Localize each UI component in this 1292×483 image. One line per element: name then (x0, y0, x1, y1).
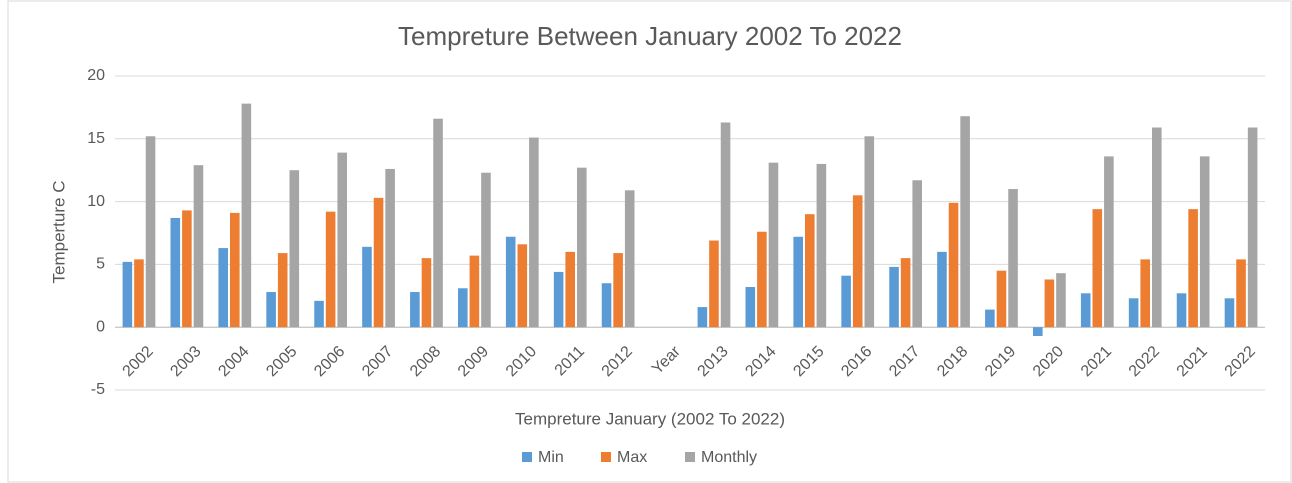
bar (1236, 259, 1246, 328)
bar (624, 190, 635, 328)
legend-swatch (601, 452, 611, 462)
bar (912, 180, 922, 328)
bar (793, 236, 803, 328)
bar (757, 231, 767, 328)
bar (1104, 156, 1114, 328)
bar (816, 163, 827, 328)
bar (1152, 127, 1162, 328)
bar (948, 202, 959, 328)
bar (553, 271, 564, 328)
bar (577, 167, 587, 328)
bar (1008, 189, 1018, 328)
bar (421, 258, 432, 328)
bar (170, 217, 181, 328)
bar (709, 240, 719, 328)
y-tick-label: 15 (87, 130, 105, 147)
x-axis-title: Tempreture January (2002 To 2022) (515, 409, 785, 428)
y-axis-title: Temperture C (49, 181, 68, 284)
bar (889, 266, 899, 328)
bar (996, 270, 1007, 328)
bar (805, 214, 815, 328)
bar (218, 248, 228, 328)
bar (1140, 259, 1150, 328)
legend-swatch (522, 452, 532, 462)
bar (337, 152, 347, 328)
bar (433, 118, 443, 328)
bar (122, 261, 133, 328)
bar (601, 283, 612, 328)
bar (1128, 298, 1139, 328)
bar (1188, 209, 1198, 328)
bar (373, 197, 384, 328)
bar (1199, 156, 1210, 328)
bar (841, 275, 851, 328)
bar (1056, 273, 1066, 328)
bar (1092, 209, 1103, 328)
bar (277, 253, 288, 328)
bar (182, 210, 192, 328)
bar (1044, 279, 1055, 328)
bar (900, 258, 911, 328)
bar (266, 292, 276, 328)
bar (385, 168, 395, 328)
bar (145, 136, 156, 328)
bar (852, 195, 863, 328)
bar (613, 253, 623, 328)
bar (768, 162, 779, 328)
y-tick-label: -5 (91, 381, 105, 398)
bar (565, 251, 575, 328)
bar (697, 307, 708, 328)
bar (1224, 298, 1235, 328)
bar (289, 170, 300, 328)
bar (1033, 327, 1043, 336)
bar (985, 309, 995, 328)
bar (1080, 293, 1091, 328)
bar (362, 246, 372, 328)
legend-label: Max (617, 449, 647, 466)
bar (481, 172, 491, 328)
chart-title: Tempreture Between January 2002 To 2022 (398, 21, 902, 51)
bar (314, 300, 324, 328)
bar (745, 287, 756, 328)
bar (325, 211, 336, 328)
bar (960, 116, 970, 328)
y-tick-label: 0 (96, 318, 105, 335)
bar (517, 244, 528, 328)
y-tick-label: 10 (87, 193, 105, 210)
bar (469, 255, 480, 328)
y-tick-label: 20 (87, 67, 105, 84)
bar (1247, 127, 1258, 328)
bar (937, 251, 947, 328)
bar (134, 259, 144, 328)
legend-label: Min (538, 449, 564, 466)
bar (458, 288, 468, 328)
bar (410, 292, 420, 328)
y-tick-label: 5 (96, 256, 105, 273)
legend-label: Monthly (701, 449, 757, 466)
legend-swatch (685, 452, 695, 462)
chart-frame (7, 0, 1292, 483)
bar (529, 137, 539, 328)
bar (241, 103, 252, 328)
bar (1176, 293, 1187, 328)
bar (505, 236, 516, 328)
bar (230, 212, 240, 328)
bar (193, 165, 204, 328)
bar (720, 122, 731, 328)
bar (864, 136, 875, 328)
